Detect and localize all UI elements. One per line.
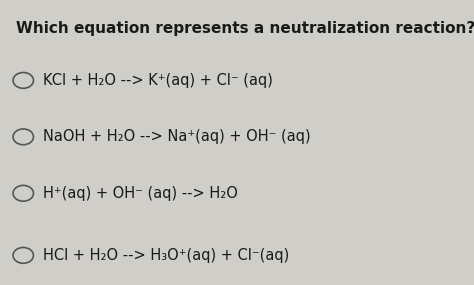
Text: Which equation represents a neutralization reaction?: Which equation represents a neutralizati… [16, 21, 474, 36]
Text: HCl + H₂O --> H₃O⁺(aq) + Cl⁻(aq): HCl + H₂O --> H₃O⁺(aq) + Cl⁻(aq) [43, 248, 290, 263]
Text: KCl + H₂O --> K⁺(aq) + Cl⁻ (aq): KCl + H₂O --> K⁺(aq) + Cl⁻ (aq) [43, 73, 273, 88]
Text: H⁺(aq) + OH⁻ (aq) --> H₂O: H⁺(aq) + OH⁻ (aq) --> H₂O [43, 186, 238, 201]
Text: NaOH + H₂O --> Na⁺(aq) + OH⁻ (aq): NaOH + H₂O --> Na⁺(aq) + OH⁻ (aq) [43, 129, 311, 144]
